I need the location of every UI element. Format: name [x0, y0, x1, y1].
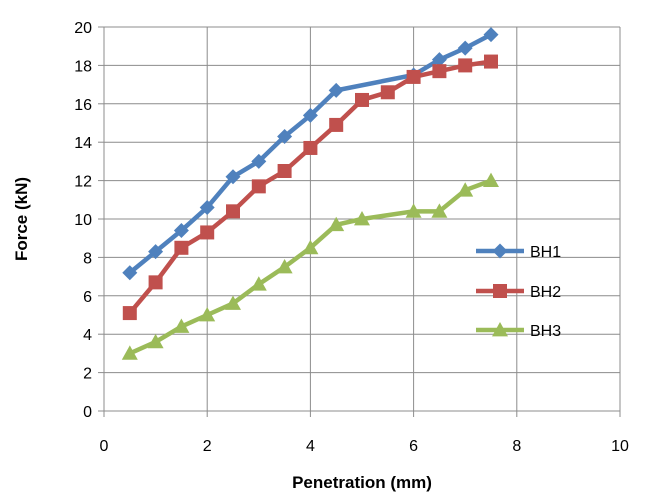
data-point-bh2 [122, 306, 137, 321]
legend-item-bh2: BH2 [476, 284, 561, 301]
data-point-bh2 [277, 164, 292, 178]
data-point-bh1 [277, 128, 293, 144]
data-point-bh2 [226, 204, 240, 219]
legend-label-bh3: BH3 [530, 323, 561, 340]
x-tick-label: 4 [306, 438, 315, 455]
data-point-bh2 [329, 117, 344, 132]
x-tick-label: 8 [512, 438, 521, 455]
y-axis-title: Force (kN) [12, 177, 31, 261]
y-tick-label: 10 [74, 212, 92, 229]
data-point-bh2 [355, 92, 369, 107]
y-tick-label: 6 [83, 289, 92, 306]
data-point-bh3 [121, 345, 138, 360]
data-point-bh3 [199, 307, 216, 322]
y-tick-label: 4 [83, 327, 92, 344]
data-point-bh3 [457, 182, 474, 197]
data-point-bh3 [302, 239, 319, 255]
data-point-bh2 [174, 240, 189, 255]
x-tick-label: 0 [100, 438, 109, 455]
data-point-bh3 [250, 276, 267, 291]
axes [98, 26, 621, 417]
data-point-bh3 [173, 318, 190, 333]
data-point-bh2 [458, 58, 473, 73]
y-tick-label: 16 [74, 97, 92, 114]
y-tick-label: 12 [74, 174, 92, 191]
data-point-bh1 [148, 244, 164, 260]
y-tick-label: 14 [74, 135, 92, 152]
y-tick-labels: 0 2 4 6 8 10 12 14 16 18 20 [74, 20, 92, 421]
data-point-bh2 [148, 275, 163, 290]
data-point-bh3 [276, 259, 293, 274]
data-point-bh3 [483, 172, 499, 187]
data-point-bh1 [457, 40, 473, 56]
data-point-bh2 [303, 140, 318, 155]
y-tick-label: 18 [74, 58, 92, 75]
x-axis-title: Penetration (mm) [292, 473, 432, 492]
series-lines [121, 27, 499, 360]
x-tick-label: 6 [409, 438, 418, 455]
series-bh2 [122, 54, 498, 321]
data-point-bh1 [431, 52, 447, 68]
data-point-bh1 [328, 82, 344, 98]
data-point-bh3 [225, 295, 241, 310]
x-tick-label: 2 [203, 438, 212, 455]
legend-item-bh1: BH1 [476, 243, 561, 261]
data-point-bh3 [405, 203, 422, 218]
data-point-bh3 [354, 211, 370, 226]
x-tick-labels: 0 2 4 6 8 10 [100, 438, 629, 455]
data-point-bh3 [147, 333, 164, 349]
data-point-bh1 [483, 27, 499, 43]
legend-marker-bh2 [493, 284, 507, 298]
data-point-bh1 [173, 223, 189, 239]
legend-marker-bh3 [492, 322, 508, 337]
data-point-bh2 [432, 64, 447, 79]
data-point-bh2 [380, 85, 395, 100]
data-point-bh3 [431, 203, 448, 218]
data-point-bh1 [122, 265, 138, 281]
data-point-bh1 [302, 107, 318, 123]
data-point-bh2 [484, 54, 498, 69]
legend: BH1 BH2 BH3 [476, 243, 561, 340]
data-point-bh2 [200, 225, 215, 240]
data-point-bh3 [328, 216, 345, 232]
legend-marker-bh1 [492, 243, 508, 259]
data-point-bh1 [199, 199, 215, 215]
y-tick-label: 20 [74, 20, 92, 37]
legend-item-bh3: BH3 [476, 322, 561, 340]
data-point-bh1 [225, 169, 241, 185]
y-tick-label: 8 [83, 250, 92, 267]
data-point-bh1 [251, 153, 267, 169]
data-point-bh2 [251, 179, 266, 194]
y-tick-label: 0 [83, 404, 92, 421]
x-tick-label: 10 [611, 438, 629, 455]
y-tick-label: 2 [83, 366, 92, 383]
legend-label-bh1: BH1 [530, 244, 561, 261]
legend-label-bh2: BH2 [530, 284, 561, 301]
data-point-bh2 [406, 69, 421, 84]
series-bh3 [121, 172, 499, 360]
